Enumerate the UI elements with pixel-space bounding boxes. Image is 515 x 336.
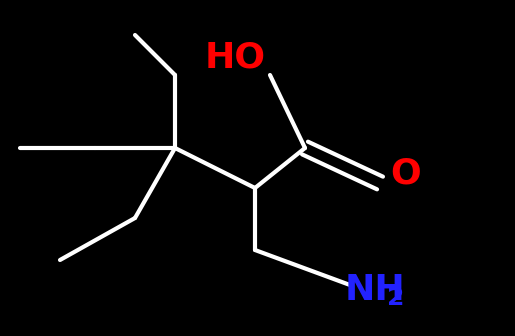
Text: NH: NH xyxy=(345,273,406,307)
Text: HO: HO xyxy=(204,41,266,75)
Text: O: O xyxy=(390,156,421,190)
Text: 2: 2 xyxy=(387,286,404,310)
